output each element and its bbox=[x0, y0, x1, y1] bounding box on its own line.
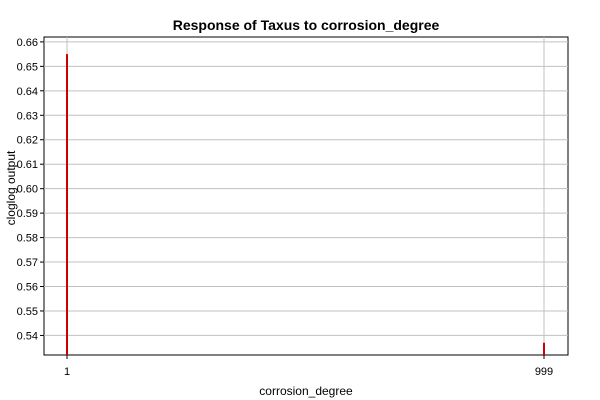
x-tick-label: 1 bbox=[64, 366, 70, 378]
bar-series bbox=[66, 54, 545, 355]
x-tick-label: 999 bbox=[535, 366, 553, 378]
y-tick-label: 0.64 bbox=[17, 86, 38, 98]
y-tick-label: 0.66 bbox=[17, 37, 38, 49]
y-tick-label: 0.63 bbox=[17, 110, 38, 122]
x-axis-label: corrosion_degree bbox=[259, 384, 353, 398]
y-tick-label: 0.57 bbox=[17, 257, 38, 269]
plot-area bbox=[43, 36, 569, 356]
bar-999 bbox=[543, 342, 545, 355]
bar-1 bbox=[66, 54, 68, 355]
y-axis-label: cloglog output bbox=[4, 150, 18, 225]
x-axis-ticks: 1 999 bbox=[64, 355, 553, 378]
y-tick-label: 0.58 bbox=[17, 233, 38, 245]
chart-title: Response of Taxus to corrosion_degree bbox=[173, 17, 440, 33]
y-tick-label: 0.62 bbox=[17, 135, 38, 147]
y-tick-label: 0.54 bbox=[17, 330, 38, 342]
y-tick-label: 0.56 bbox=[17, 282, 38, 294]
y-tick-label: 0.55 bbox=[17, 306, 38, 318]
y-tick-label: 0.59 bbox=[17, 208, 38, 220]
y-tick-label: 0.65 bbox=[17, 61, 38, 73]
y-tick-label: 0.60 bbox=[17, 184, 38, 196]
y-tick-label: 0.61 bbox=[17, 159, 38, 171]
y-axis-ticks: 0.54 0.55 0.56 0.57 0.58 0.59 0.60 0.61 0.62 0.63… bbox=[17, 37, 44, 342]
